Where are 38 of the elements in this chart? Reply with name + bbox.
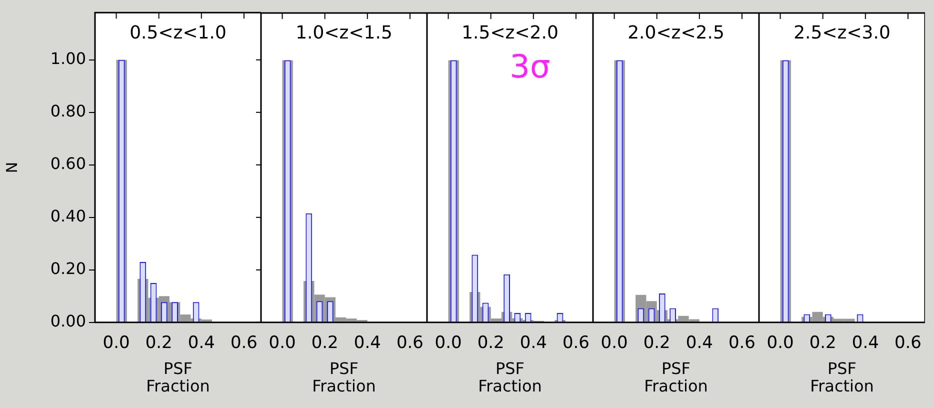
x-axis-title: PSF Fraction [312,358,376,396]
y-tick-label: 1.00 [50,49,86,68]
x-axis-title: PSF Fraction [810,358,874,396]
x-axis-title: PSF Fraction [644,358,708,396]
x-tick-label: 0.0 [766,333,794,354]
text: 2.5<z<3.0 [794,22,890,44]
y-tick-label: 0.20 [50,259,86,278]
x-tick-label: 0.2 [809,333,836,354]
y-tick-label: 0.00 [50,312,86,331]
x-tick-label: 0.6 [562,333,590,354]
x-tick-label: 0.0 [268,333,296,354]
x-tick-label: 0.6 [894,333,922,354]
y-tick-label: 0.60 [50,154,86,174]
x-tick-label: 0.6 [396,333,424,354]
y-axis-title: N [2,162,21,174]
text: 0.5<z<1.0 [130,22,226,44]
x-axis-title: PSF Fraction [478,358,542,396]
x-tick-label: 0.6 [728,333,756,354]
x-tick-label: 0.4 [686,333,713,354]
x-tick-label: 0.4 [520,333,547,354]
x-tick-label: 0.2 [643,333,670,354]
annotation: 3σ [510,47,550,86]
x-tick-label: 0.4 [354,333,381,354]
text: 1.5<z<2.0 [462,22,558,44]
y-tick-label: 0.80 [50,102,86,121]
x-tick-label: 0.2 [145,333,172,354]
x-tick-label: 0.2 [311,333,338,354]
text: 1.0<z<1.5 [296,22,392,44]
x-tick-label: 0.4 [188,333,215,354]
x-tick-label: 0.2 [477,333,504,354]
x-tick-label: 0.4 [852,333,879,354]
text: 2.0<z<2.5 [628,22,724,44]
x-tick-label: 0.0 [102,333,130,354]
x-axis-title: PSF Fraction [146,358,210,396]
y-tick-label: 0.40 [50,206,86,226]
x-tick-label: 0.0 [434,333,462,354]
x-tick-label: 0.6 [230,333,258,354]
x-tick-label: 0.0 [600,333,628,354]
